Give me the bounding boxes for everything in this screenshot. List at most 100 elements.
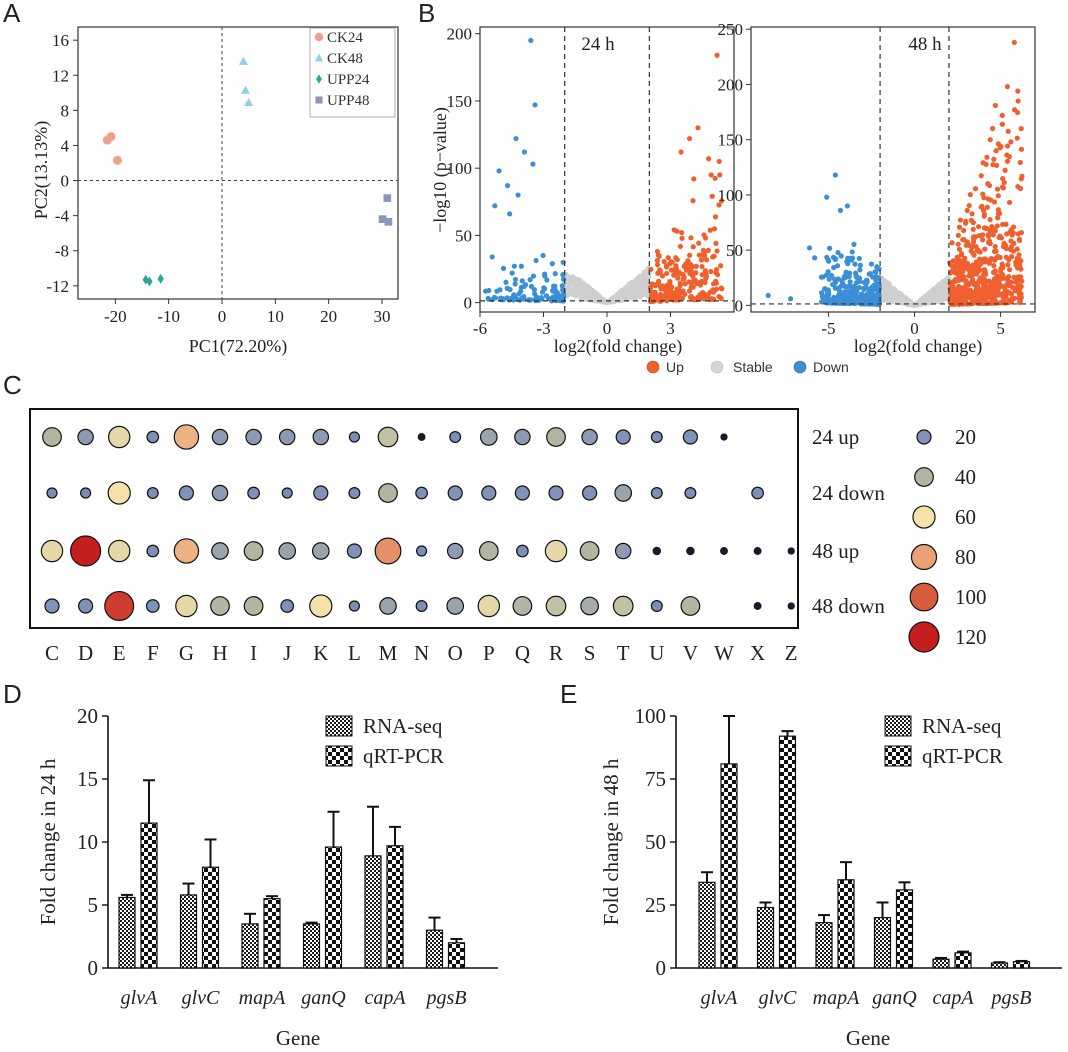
volcano-point-stable [936,283,942,289]
volcano-ytick-label: 0 [735,296,744,315]
volcano-point-up [974,247,980,254]
volcano-point-down [837,207,844,213]
volcano-point-down [787,296,794,302]
bubble-size-legend-label: 80 [955,545,976,569]
pca-legend-label-upp48: UPP48 [327,93,370,109]
volcano-point-up [701,253,708,259]
volcano-point-up [992,243,998,250]
volcano-point-down [492,203,498,209]
bubble-plot: 24 up 24 down 48 up 48 down C D E F G H I J K L M N O P Q R… [29,408,987,665]
bubble-category-label: K [313,641,328,665]
bar-category-label: mapA [239,987,286,1009]
bubble [378,483,398,503]
volcano-point-up [671,292,678,298]
volcano-point-up [966,202,972,209]
volcano-point-up [978,204,984,210]
volcano-point-down [844,299,851,305]
volcano-point-stable [635,288,641,294]
legend-down-label: Down [813,359,849,375]
volcano-point-up [991,263,997,269]
volcano-point-up [667,261,673,267]
volcano-point-down [854,279,860,286]
bar-ytick-label: 20 [77,704,98,728]
pca-xtick-label: 20 [320,307,337,326]
volcano-ytick-label: 0 [464,294,473,313]
volcano-point-up [991,248,998,255]
volcano-ytick-label: 150 [718,131,744,150]
volcano-point-up [696,252,702,258]
bubble [146,487,159,499]
volcano-point-down [544,277,550,283]
bar-rna-seq [364,855,382,969]
bar-legend-swatch [325,715,353,737]
volcano-point-down [765,292,771,299]
volcano-point-up [661,259,667,265]
volcano-ytick-label: 200 [718,75,744,94]
volcano-point-down [819,294,826,300]
bar48-ylabel: Fold change in 48 h [599,758,623,925]
panel-label-d: D [3,679,22,709]
volcano-point-up [1005,262,1011,268]
volcano-point-up [679,235,685,241]
bar-ytick-label: 5 [88,893,99,917]
bubble [175,594,198,618]
volcano-point-up [706,156,712,162]
volcano-point-down [837,293,843,300]
volcano-point-up [965,266,971,272]
bubble [720,433,728,441]
bubble [581,485,598,501]
bubble [107,481,131,505]
volcano-point-down [552,271,558,277]
volcano-point-stable [565,292,571,298]
volcano-point-stable [640,286,646,293]
bubble [579,541,600,561]
volcano-point-up [1014,135,1020,141]
volcano-point-down [874,295,880,301]
bubble-category-label: N [414,641,429,665]
volcano-point-up [981,276,988,282]
bubble-category-label: I [250,641,257,665]
bar-category-label: ganQ [872,987,917,1009]
volcano-point-stable [921,297,927,303]
volcano-point-up [957,217,964,223]
bubble [42,427,62,447]
volcano-point-up [989,256,995,262]
volcano-point-up [711,253,717,259]
bubble-category-label: J [283,641,291,665]
bar-ytick-label: 0 [656,956,667,980]
volcano-point-down [831,294,837,301]
bubble [787,547,795,555]
volcano-point-up [980,292,986,298]
volcano-point-down [850,284,856,291]
volcano-point-up [962,255,968,261]
pca-legend-marker-upp24 [316,74,322,84]
bubble [447,485,463,501]
volcano-point-up [1006,154,1012,160]
bar-rna-seq [179,894,198,969]
volcano-point-down [540,252,546,259]
volcano-point-stable [892,288,898,294]
volcano-point-up [679,229,685,236]
volcano-point-down [844,203,850,209]
volcano-point-up [686,135,693,142]
volcano-point-down [528,37,534,44]
volcano-point-up [677,290,683,297]
volcano-point-down [851,241,857,247]
volcano-point-up [995,141,1001,147]
bubble [580,596,599,616]
bubble [514,485,531,501]
volcano-point-down [489,254,495,260]
bar-ytick-label: 25 [645,893,666,917]
volcano-point-up [1015,231,1021,237]
volcano-point-up [1005,280,1011,286]
volcano-point-stable [885,280,891,286]
volcano-point-stable [582,291,588,297]
pca-legend-marker-ck48 [314,53,324,62]
bar-legend-label: qRT-PCR [363,744,444,768]
volcano-point-up [995,207,1002,213]
volcano-point-up [697,279,703,285]
volcano-point-down [835,276,841,282]
bubble [415,486,428,500]
bar-ytick-label: 0 [88,956,99,980]
bar-chart-48h: Fold change in 48 h Gene 0 25 50 75 100 glvA g… [599,704,1062,1050]
